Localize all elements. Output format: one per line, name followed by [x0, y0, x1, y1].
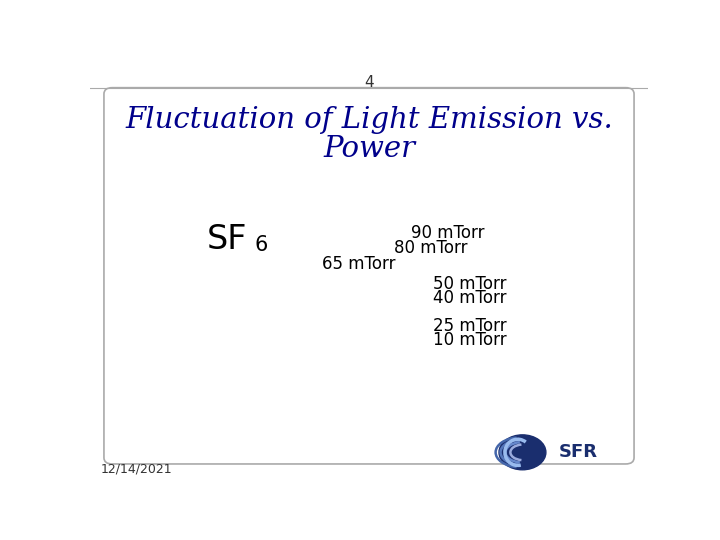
- Text: 50 mTorr: 50 mTorr: [433, 275, 507, 293]
- Text: SF: SF: [207, 223, 248, 256]
- Circle shape: [499, 435, 546, 470]
- Text: SFR: SFR: [559, 443, 598, 461]
- Text: 12/14/2021: 12/14/2021: [101, 463, 173, 476]
- Text: Power: Power: [323, 136, 415, 164]
- Text: Fluctuation of Light Emission vs.: Fluctuation of Light Emission vs.: [125, 106, 613, 134]
- Text: 90 mTorr: 90 mTorr: [411, 224, 485, 242]
- Text: 25 mTorr: 25 mTorr: [433, 316, 507, 334]
- FancyBboxPatch shape: [104, 87, 634, 464]
- Text: 4: 4: [364, 75, 374, 90]
- Text: 80 mTorr: 80 mTorr: [394, 239, 467, 256]
- Text: 40 mTorr: 40 mTorr: [433, 289, 507, 307]
- Text: 65 mTorr: 65 mTorr: [322, 255, 395, 273]
- Text: 6: 6: [255, 235, 268, 255]
- Text: 10 mTorr: 10 mTorr: [433, 332, 507, 349]
